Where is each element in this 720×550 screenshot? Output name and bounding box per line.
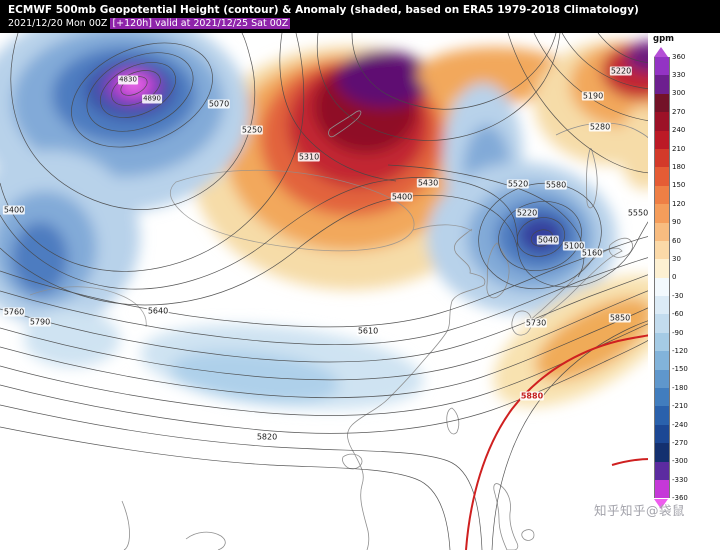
chart-subtitle: 2021/12/20 Mon 00Z [+120h] valid at 2021… [8,17,712,30]
contour-label: 5100 [562,241,586,251]
contour-label: 5220 [515,208,539,218]
colorbar-segment [655,424,669,444]
contour-label: 5820 [255,432,279,442]
colorbar-tick: 30 [672,254,681,263]
colorbar-tick: 270 [672,107,686,116]
colorbar-tick: 330 [672,70,686,79]
colorbar-tick: -30 [672,291,684,300]
colorbar-segment [655,93,669,113]
colorbar-arrow-down [654,498,668,509]
colorbar-segment [655,479,669,499]
contour-label: 5400 [2,205,26,215]
colorbar-tick: -270 [672,438,688,447]
colorbar-segment [655,332,669,352]
contour-label: 5880 [519,391,545,401]
contour-label: 5790 [28,317,52,327]
colorbar-segment [655,259,669,278]
colorbar-segment [655,112,669,131]
colorbar-tick: -360 [672,494,688,503]
contour-label: 5850 [608,313,632,323]
colorbar-tick: 360 [672,52,686,61]
colorbar-tick: -120 [672,346,688,355]
colorbar-segment [655,57,669,76]
colorbar-tick: -210 [672,402,688,411]
colorbar-segment [655,314,669,333]
contour-label: 4890 [142,94,162,104]
anomaly-shading [0,33,650,410]
colorbar-tick: 210 [672,144,686,153]
colorbar-segment [655,388,669,407]
colorbar-unit-label: gpm [653,34,675,44]
contour-label: 5730 [524,318,548,328]
colorbar-segment [655,443,669,462]
map-area: 4830 4890 5070 5250 5310 5400 5400 5430 5520 5580… [0,33,650,550]
colorbar-arrow-up [654,47,668,57]
colorbar-scale [654,57,670,499]
init-time: 2021/12/20 Mon 00Z [8,18,111,29]
colorbar-tick: -330 [672,475,688,484]
title-bar: ECMWF 500mb Geopotential Height (contour… [0,0,720,33]
valid-time-highlight: [+120h] valid at 2021/12/25 Sat 00Z [110,18,291,29]
contour-label: 5310 [297,152,321,162]
colorbar-ticks: 360 330 300 270 240 210 180 150 120 90 60 30 0 -30 -60… [648,33,720,550]
contour-label: 5520 [506,179,530,189]
colorbar-tick: -60 [672,310,684,319]
colorbar-tick: -180 [672,383,688,392]
contour-label: 5220 [609,66,633,76]
contour-5880-red [465,334,650,550]
colorbar-segment [655,148,669,168]
colorbar-tick: 0 [672,273,677,282]
colorbar-segment [655,406,669,425]
colorbar-segment [655,351,669,370]
map-svg [0,33,650,550]
colorbar-tick: 180 [672,162,686,171]
colorbar-segment [655,167,669,186]
contour-label: 5760 [2,307,26,317]
contour-label: 4830 [118,75,138,85]
colorbar-segment [655,277,669,297]
colorbar-segment [655,185,669,205]
contour-label: 5190 [581,91,605,101]
colorbar-tick: 240 [672,126,686,135]
contour-labels-layer: 4830 4890 5070 5250 5310 5400 5400 5430 5520 5580… [0,33,650,550]
contour-label: 5250 [240,125,264,135]
colorbar: gpm 360 330 300 270 240 210 180 150 120 90 60 30 0 -3… [648,33,720,550]
contour-label: 5550 [626,208,650,218]
colorbar-tick: -90 [672,328,684,337]
colorbar-segment [655,75,669,94]
contour-label: 5160 [580,248,604,258]
colorbar-segment [655,222,669,241]
colorbar-tick: -300 [672,457,688,466]
colorbar-tick: 60 [672,236,681,245]
chart-title: ECMWF 500mb Geopotential Height (contour… [8,4,639,16]
colorbar-tick: -150 [672,365,688,374]
colorbar-segment [655,130,669,149]
colorbar-tick: 150 [672,181,686,190]
contour-label: 5580 [544,180,568,190]
contour-label: 5040 [536,235,560,245]
contour-label: 5400 [390,192,414,202]
colorbar-segment [655,461,669,480]
colorbar-segment [655,296,669,315]
colorbar-tick: 120 [672,199,686,208]
colorbar-tick: 300 [672,89,686,98]
contour-label: 5280 [588,122,612,132]
colorbar-tick: 90 [672,218,681,227]
contour-label: 5430 [416,178,440,188]
contour-label: 5640 [146,306,170,316]
contour-label: 5610 [356,326,380,336]
watermark: 知乎知乎@袋鼠 [594,503,686,518]
colorbar-segment [655,204,669,223]
colorbar-tick: -240 [672,420,688,429]
contour-label: 5070 [207,99,231,109]
colorbar-segment [655,240,669,260]
colorbar-segment [655,369,669,389]
